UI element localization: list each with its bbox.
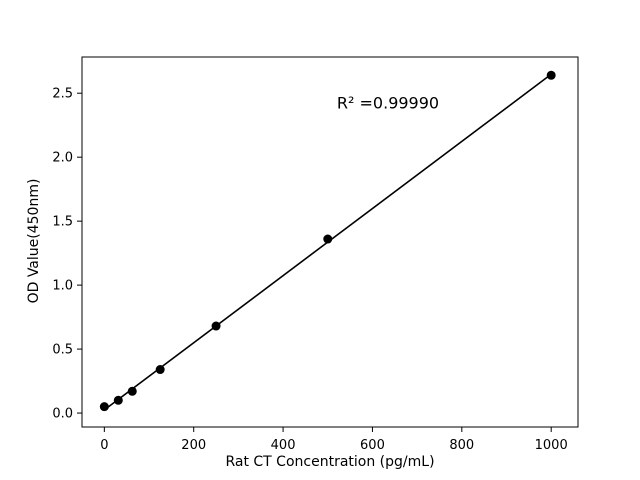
x-tick-label: 800 [449,438,474,453]
x-tick-label: 600 [360,438,385,453]
x-tick-label: 0 [100,438,108,453]
y-tick-label: 0.0 [52,407,73,422]
data-point-standards [127,386,137,396]
x-tick-label: 400 [271,438,296,453]
y-tick-label: 2.0 [52,151,73,166]
r-squared-annotation: R² =0.99990 [336,93,440,113]
y-axis-label: OD Value(450nm) [26,178,42,304]
data-point-standards [323,234,333,244]
data-point-standards [113,395,123,405]
data-point-standards [99,402,109,412]
data-point-standards [155,365,165,375]
y-tick-label: 1.0 [52,279,73,294]
data-point-standards [546,70,556,80]
y-tick-label: 2.5 [52,87,73,102]
x-tick-label: 1000 [535,438,568,453]
y-tick-label: 0.5 [52,343,73,358]
data-point-standards [211,321,221,331]
x-axis-label: Rat CT Concentration (pg/mL) [225,454,435,470]
x-tick-label: 200 [181,438,206,453]
y-tick-label: 1.5 [52,215,73,230]
